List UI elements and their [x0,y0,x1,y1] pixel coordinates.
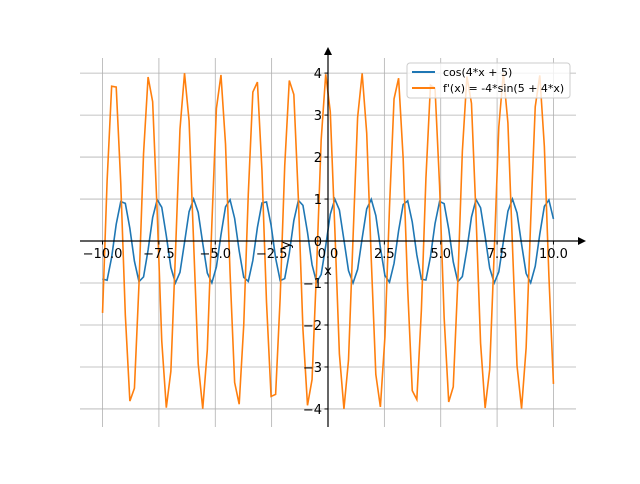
y-tick-label: 3 [314,109,322,124]
y-tick-label: 1 [314,193,322,208]
y-tick-label: −2 [303,319,322,334]
x-tick-label: 10.0 [539,247,568,262]
legend-label-cos: cos(4*x + 5) [443,66,512,79]
y-tick-label: −4 [303,403,322,418]
x-tick-label: −5.0 [199,247,231,262]
x-tick-label: 2.5 [374,247,395,262]
y-tick-label: 2 [314,151,322,166]
x-tick-label: 0.0 [318,247,339,262]
y-tick-label: 0 [314,235,322,250]
x-tick-label: −7.5 [143,247,175,262]
x-tick-label: 7.5 [487,247,508,262]
x-tick-label: −10.0 [83,247,123,262]
y-tick-label: 4 [314,67,322,82]
y-tick-label: −1 [303,277,322,292]
y-axis-arrow [324,47,332,55]
legend-label-derivative: f'(x) = -4*sin(5 + 4*x) [443,82,564,95]
x-tick-label: −2.5 [256,247,288,262]
x-axis-label: x [324,264,332,279]
legend: cos(4*x + 5) f'(x) = -4*sin(5 + 4*x) [406,62,571,99]
y-tick-label: −3 [303,361,322,376]
y-axis-label: y [279,241,294,249]
x-axis-arrow [578,237,586,246]
x-tick-label: 5.0 [430,247,451,262]
